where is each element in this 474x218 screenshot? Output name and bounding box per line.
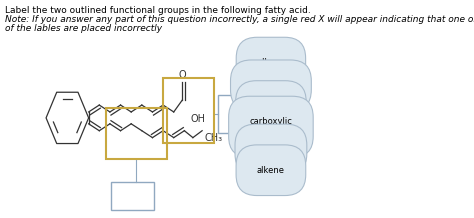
Text: OH: OH	[191, 114, 206, 124]
Text: ketone: ketone	[256, 102, 285, 111]
Bar	[163, 78, 214, 143]
Bar	[111, 182, 154, 210]
Text: alkyne: alkyne	[257, 58, 285, 67]
Text: CH₃: CH₃	[204, 133, 222, 143]
Bar	[218, 95, 257, 133]
Text: of the lables are placed incorrectly: of the lables are placed incorrectly	[5, 24, 162, 33]
Text: alcohol: alcohol	[256, 145, 286, 154]
Text: O: O	[178, 70, 186, 80]
Text: Note: If you answer any part of this question incorrectly, a single red X will a: Note: If you answer any part of this que…	[5, 15, 474, 24]
Bar	[106, 108, 167, 159]
Text: aldehyde: aldehyde	[251, 81, 291, 90]
Text: Label the two outlined functional groups in the following fatty acid.: Label the two outlined functional groups…	[5, 6, 310, 15]
Text: alkene: alkene	[257, 166, 285, 175]
Text: carboxylic
acid: carboxylic acid	[249, 117, 292, 136]
